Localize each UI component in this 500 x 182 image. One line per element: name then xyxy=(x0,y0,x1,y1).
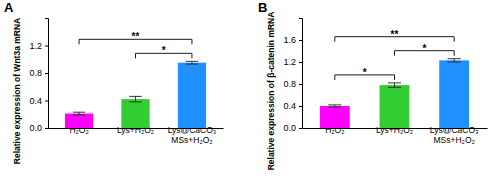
y-tick-mark xyxy=(299,128,302,129)
y-tick: 0.0 xyxy=(283,123,302,133)
y-axis: 0.0 0.4 0.8 1.2 1.6 xyxy=(283,19,302,134)
error-bar-cap xyxy=(73,114,85,115)
y-tick-label: 0.8 xyxy=(283,79,296,89)
plot-area xyxy=(65,61,206,128)
significance-label: ** xyxy=(391,29,399,40)
error-bar-cap xyxy=(328,107,341,108)
significance-label: * xyxy=(363,67,367,78)
significance-label: ** xyxy=(132,31,140,42)
error-bar-cap xyxy=(388,87,401,88)
figure: 0.00.40.81.2H₂O₂Lys+H₂O₂Lys@CaCO₃MSs+H₂O… xyxy=(0,0,500,182)
y-tick-label: 1.2 xyxy=(29,41,42,51)
y-tick: 1.6 xyxy=(283,35,302,45)
significance-label: * xyxy=(422,43,426,54)
y-tick-label: 0.0 xyxy=(283,123,296,133)
y-tick-mark xyxy=(45,73,48,74)
panel: 0.00.40.81.2H₂O₂Lys+H₂O₂Lys@CaCO₃MSs+H₂O… xyxy=(4,0,224,164)
error-bar-cap xyxy=(186,64,198,65)
error-bar-stem xyxy=(394,83,395,87)
panel-label: B xyxy=(258,0,267,15)
y-tick-mark xyxy=(45,101,48,102)
y-tick: 0.8 xyxy=(29,68,48,78)
error-bar-cap xyxy=(328,104,341,105)
y-tick-label: 0.4 xyxy=(29,96,42,106)
error-bar-cap xyxy=(186,61,198,62)
bar xyxy=(65,114,93,128)
y-tick: 0.8 xyxy=(283,79,302,89)
bar xyxy=(320,106,350,128)
y-tick-mark xyxy=(299,84,302,85)
y-tick: 0.4 xyxy=(283,101,302,111)
x-tick-label-line: MSs+H₂O₂ xyxy=(434,135,475,145)
y-tick-label: 1.6 xyxy=(283,35,296,45)
y-tick: 1.2 xyxy=(283,57,302,67)
error-bar xyxy=(73,112,85,115)
error-bar-cap xyxy=(448,58,461,59)
y-tick-mark xyxy=(45,128,48,129)
bar xyxy=(439,60,469,128)
error-bar xyxy=(186,61,198,64)
error-bar xyxy=(328,105,341,107)
error-bar-cap xyxy=(448,62,461,63)
y-tick-mark xyxy=(45,46,48,47)
error-bar xyxy=(129,96,141,102)
bar xyxy=(178,63,206,128)
y-axis-title: Relative expression of β-catenin mRNA xyxy=(266,12,276,171)
panel: 0.00.40.81.21.6H₂O₂Lys+H₂O₂Lys@CaCO₃MSs+… xyxy=(258,0,488,170)
x-tick-label-line: MSs+H₂O₂ xyxy=(171,135,212,145)
y-tick-mark xyxy=(299,62,302,63)
bar xyxy=(121,99,149,128)
error-bar xyxy=(388,83,401,87)
significance-label: * xyxy=(162,45,166,56)
y-tick: 0.4 xyxy=(29,96,48,106)
y-tick-mark xyxy=(299,40,302,41)
y-tick-label: 1.2 xyxy=(283,57,296,67)
error-bar-cap xyxy=(129,101,141,102)
error-bar-cap xyxy=(388,82,401,83)
y-axis-title: Relative expression of Wnt3a mRNA xyxy=(12,18,22,164)
y-tick-label: 0.0 xyxy=(29,123,42,133)
y-tick-label: 0.8 xyxy=(29,68,42,78)
error-bar-cap xyxy=(129,96,141,97)
y-axis-line xyxy=(299,19,303,129)
bar xyxy=(380,85,410,128)
error-bar xyxy=(448,59,461,62)
plot-area xyxy=(320,59,469,128)
y-tick: 0.0 xyxy=(29,123,48,133)
y-tick-label: 0.4 xyxy=(283,101,296,111)
y-tick-mark xyxy=(299,106,302,107)
y-axis: 0.0 0.4 0.8 1.2 xyxy=(29,19,48,134)
error-bar-cap xyxy=(73,112,85,113)
error-bar-stem xyxy=(135,96,136,102)
panel-label: A xyxy=(4,0,14,15)
y-axis-line xyxy=(45,19,49,129)
y-tick: 1.2 xyxy=(29,41,48,51)
